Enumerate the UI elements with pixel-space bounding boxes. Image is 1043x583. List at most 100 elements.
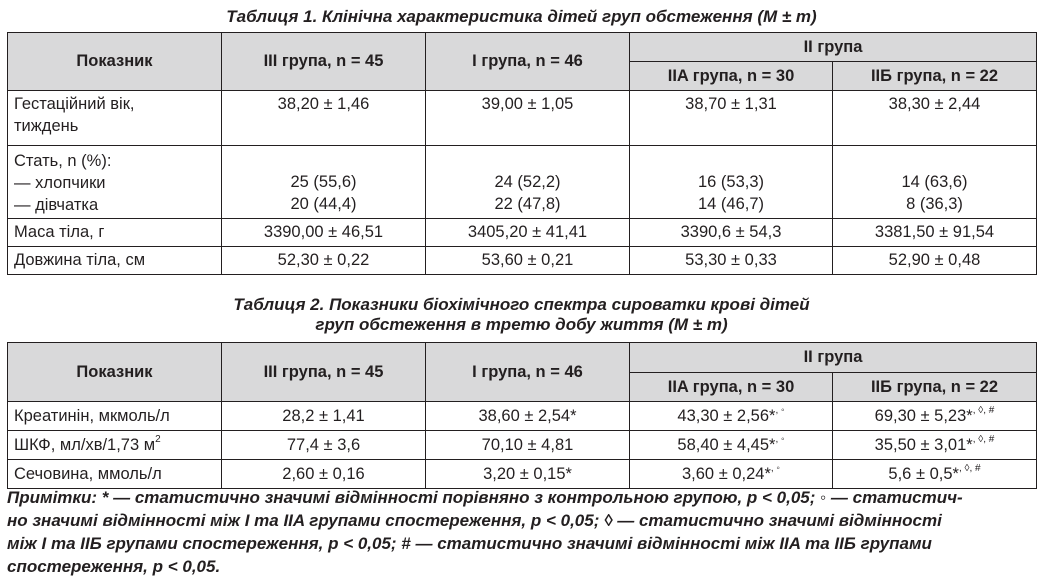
table-row: Стать, n (%): — хлопчики — дівчатка 25 (… bbox=[7, 145, 1037, 219]
value-line: 25 (55,6) bbox=[290, 173, 357, 191]
label-superscript: 2 bbox=[155, 433, 161, 445]
value-line: 24 (52,2) bbox=[494, 173, 561, 191]
cell-group3: 2,60 ± 0,16 bbox=[221, 459, 426, 489]
value-text: 3,20 ± 0,15* bbox=[483, 464, 572, 483]
table2-caption: Таблиця 2. Показники біохімічного спектр… bbox=[0, 295, 1043, 335]
cell-group2b: 14 (63,6) 8 (36,3) bbox=[832, 145, 1037, 219]
value-text: 35,50 ± 3,01* bbox=[874, 435, 973, 454]
table2: Показник III група, n = 45 I група, n = … bbox=[7, 342, 1037, 489]
table-row: ШКФ, мл/хв/1,73 м2 77,4 ± 3,6 70,10 ± 4,… bbox=[7, 430, 1037, 460]
header-group3: III група, n = 45 bbox=[221, 342, 426, 402]
label-line: Гестаційний вік, bbox=[14, 95, 135, 113]
cell-group2a: 53,30 ± 0,33 bbox=[629, 246, 833, 275]
significance-marks: , ◦ bbox=[770, 462, 780, 474]
notes-line: но значимі відмінності між I та IIA груп… bbox=[7, 511, 942, 530]
header-group3: III група, n = 45 bbox=[221, 32, 426, 91]
value-text: 70,10 ± 4,81 bbox=[481, 435, 574, 454]
value-line: 14 (46,7) bbox=[697, 195, 765, 213]
header-group1: I група, n = 46 bbox=[425, 32, 630, 91]
header-group2a: IIA група, n = 30 bbox=[629, 372, 833, 402]
row-label: ШКФ, мл/хв/1,73 м2 bbox=[7, 430, 222, 460]
cell-group1: 39,00 ± 1,05 bbox=[425, 90, 630, 146]
value-line: 14 (63,6) bbox=[901, 173, 968, 191]
label-text: ШКФ, мл/хв/1,73 м bbox=[14, 435, 156, 454]
cell-group2b: 35,50 ± 3,01*, ◊, # bbox=[832, 430, 1037, 460]
notes-line: спостереження, p < 0,05. bbox=[7, 557, 221, 576]
significance-marks: , ◊, # bbox=[972, 404, 995, 416]
cell-group1: 3405,20 ± 41,41 bbox=[425, 218, 630, 247]
table-row: Маса тіла, г 3390,00 ± 46,51 3405,20 ± 4… bbox=[7, 218, 1037, 247]
cell-group3: 38,20 ± 1,46 bbox=[221, 90, 426, 146]
value-text: 77,4 ± 3,6 bbox=[286, 435, 361, 454]
header-group2: II група bbox=[629, 342, 1037, 373]
cell-group3: 28,2 ± 1,41 bbox=[221, 401, 426, 431]
label-line: тиждень bbox=[14, 117, 79, 135]
label-text: Креатинін, мкмоль/л bbox=[14, 406, 170, 425]
significance-marks: , ◦ bbox=[775, 404, 785, 416]
cell-group2a: 38,70 ± 1,31 bbox=[629, 90, 833, 146]
cell-group1: 70,10 ± 4,81 bbox=[425, 430, 630, 460]
value-line: 8 (36,3) bbox=[906, 195, 963, 213]
cell-group2a: 43,30 ± 2,56*, ◦ bbox=[629, 401, 833, 431]
label-line: — дівчатка bbox=[14, 196, 99, 214]
table-row: Креатинін, мкмоль/л 28,2 ± 1,41 38,60 ± … bbox=[7, 401, 1037, 431]
row-label: Сечовина, ммоль/л bbox=[7, 459, 222, 489]
cell-group1: 24 (52,2) 22 (47,8) bbox=[425, 145, 630, 219]
cell-group2b: 69,30 ± 5,23*, ◊, # bbox=[832, 401, 1037, 431]
header-group2b: IIБ група, n = 22 bbox=[832, 372, 1037, 402]
value-text: 69,30 ± 5,23* bbox=[874, 406, 973, 425]
header-indicator: Показник bbox=[7, 32, 222, 91]
value-text: 43,30 ± 2,56* bbox=[677, 406, 776, 425]
label-line: Стать, n (%): bbox=[14, 152, 112, 170]
notes-line: між I та IIБ групами спостереження, p < … bbox=[7, 534, 932, 553]
cell-group3: 25 (55,6) 20 (44,4) bbox=[221, 145, 426, 219]
row-label: Креатинін, мкмоль/л bbox=[7, 401, 222, 431]
row-label: Стать, n (%): — хлопчики — дівчатка bbox=[7, 145, 222, 219]
header-group2a: IIA група, n = 30 bbox=[629, 61, 833, 91]
value-line: 16 (53,3) bbox=[697, 173, 765, 191]
row-label: Маса тіла, г bbox=[7, 218, 222, 247]
value-text: 2,60 ± 0,16 bbox=[282, 464, 365, 483]
row-label: Довжина тіла, см bbox=[7, 246, 222, 275]
caption-line: Таблиця 2. Показники біохімічного спектр… bbox=[233, 295, 810, 314]
cell-group2a: 16 (53,3) 14 (46,7) bbox=[629, 145, 833, 219]
cell-group2a: 3390,6 ± 54,3 bbox=[629, 218, 833, 247]
cell-group2b: 38,30 ± 2,44 bbox=[832, 90, 1037, 146]
value-text: 38,60 ± 2,54* bbox=[478, 406, 577, 425]
value-text: 28,2 ± 1,41 bbox=[282, 406, 365, 425]
value-text: 58,40 ± 4,45* bbox=[677, 435, 776, 454]
cell-group3: 52,30 ± 0,22 bbox=[221, 246, 426, 275]
value-text: 3,60 ± 0,24* bbox=[682, 464, 771, 483]
cell-group1: 3,20 ± 0,15* bbox=[425, 459, 630, 489]
cell-group1: 38,60 ± 2,54* bbox=[425, 401, 630, 431]
cell-group2a: 58,40 ± 4,45*, ◦ bbox=[629, 430, 833, 460]
notes-line: Примітки: * — статистично значимі відмін… bbox=[7, 488, 963, 507]
table1-caption: Таблиця 1. Клінічна характеристика дітей… bbox=[226, 7, 817, 26]
table-row: Сечовина, ммоль/л 2,60 ± 0,16 3,20 ± 0,1… bbox=[7, 459, 1037, 489]
cell-group3: 3390,00 ± 46,51 bbox=[221, 218, 426, 247]
notes: Примітки: * — статистично значимі відмін… bbox=[7, 486, 1036, 578]
header-group1: I група, n = 46 bbox=[425, 342, 630, 402]
header-group2: II група bbox=[629, 32, 1037, 62]
value-text: 5,6 ± 0,5* bbox=[888, 464, 959, 483]
significance-marks: , ◦ bbox=[775, 433, 785, 445]
cell-group2b: 3381,50 ± 91,54 bbox=[832, 218, 1037, 247]
cell-group1: 53,60 ± 0,21 bbox=[425, 246, 630, 275]
significance-marks: , ◊, # bbox=[958, 462, 981, 474]
label-text: Сечовина, ммоль/л bbox=[14, 464, 162, 483]
table-row: Гестаційний вік, тиждень 38,20 ± 1,46 39… bbox=[7, 90, 1037, 146]
cell-group2b: 52,90 ± 0,48 bbox=[832, 246, 1037, 275]
label-line: — хлопчики bbox=[14, 174, 106, 192]
header-group2b: IIБ група, n = 22 bbox=[832, 61, 1037, 91]
cell-group2b: 5,6 ± 0,5*, ◊, # bbox=[832, 459, 1037, 489]
value-line: 20 (44,4) bbox=[290, 195, 357, 213]
row-label: Гестаційний вік, тиждень bbox=[7, 90, 222, 146]
caption-line: груп обстеження в третю добу життя (M ± … bbox=[315, 315, 728, 334]
significance-marks: , ◊, # bbox=[972, 433, 995, 445]
table-row: Довжина тіла, см 52,30 ± 0,22 53,60 ± 0,… bbox=[7, 246, 1037, 275]
cell-group2a: 3,60 ± 0,24*, ◦ bbox=[629, 459, 833, 489]
value-line: 22 (47,8) bbox=[494, 195, 561, 213]
header-indicator: Показник bbox=[7, 342, 222, 402]
cell-group3: 77,4 ± 3,6 bbox=[221, 430, 426, 460]
